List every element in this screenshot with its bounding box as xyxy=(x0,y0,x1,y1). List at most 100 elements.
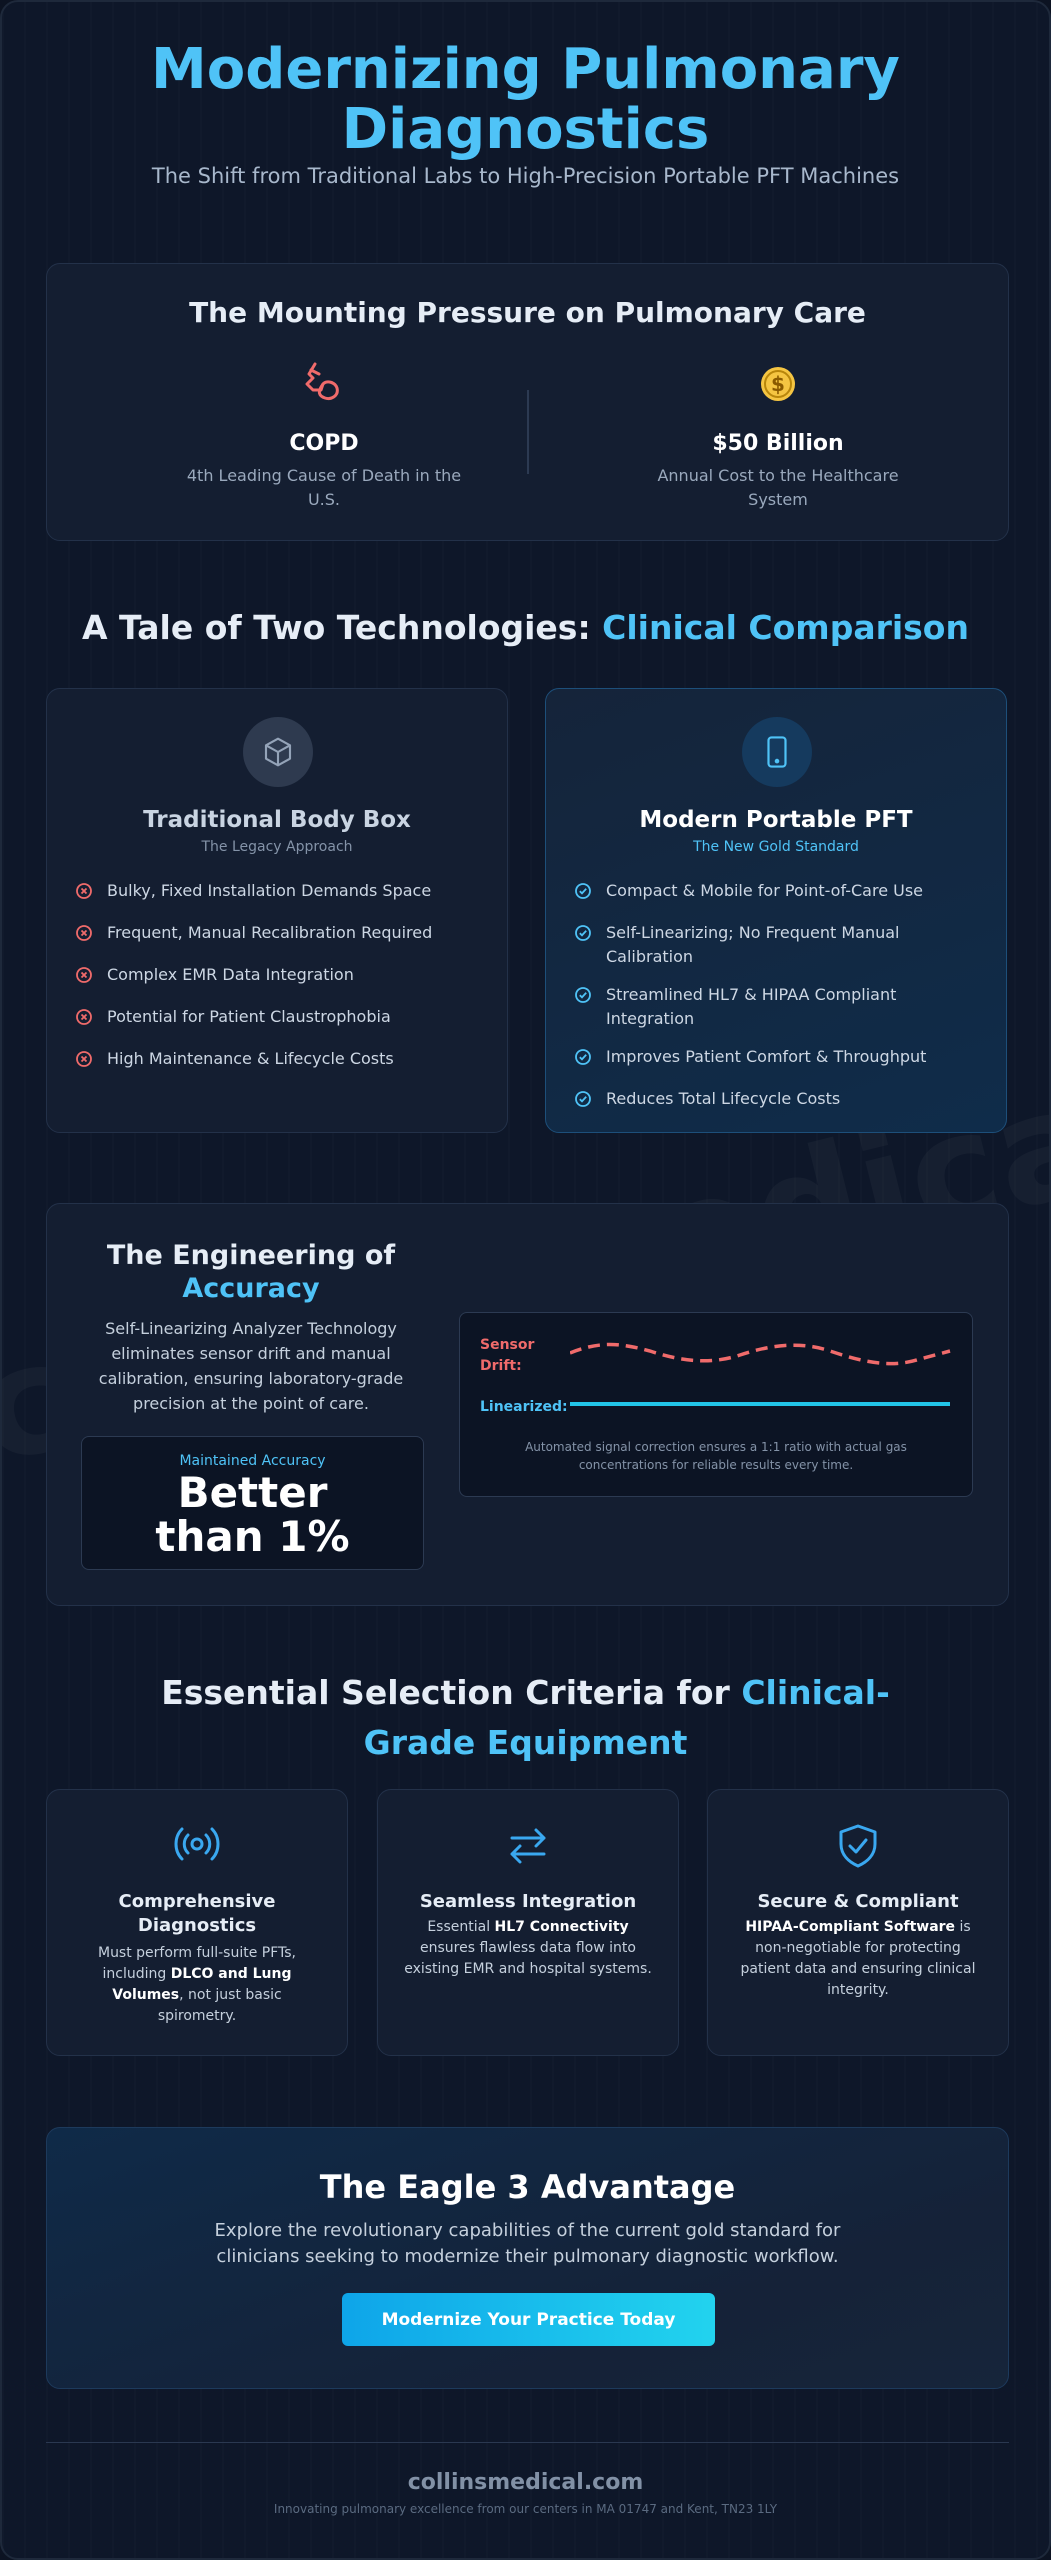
pressure-title: The Mounting Pressure on Pulmonary Care xyxy=(189,296,866,329)
x-circle-icon xyxy=(75,882,95,907)
criteria-card-title: Comprehensive Diagnostics xyxy=(118,1891,276,1936)
stat-caption: 4th Leading Cause of Death in the U.S. xyxy=(186,466,462,509)
list-item: Frequent, Manual Recalibration Required xyxy=(75,921,483,949)
accuracy-stat-box: Maintained Accuracy Better than 1% xyxy=(81,1436,424,1570)
broadcast-icon xyxy=(47,1822,347,1866)
cube-icon xyxy=(243,717,313,787)
shield-check-icon xyxy=(708,1822,1008,1870)
footer-brand[interactable]: collinsmedical.com xyxy=(407,2470,644,2495)
page-subtitle: The Shift from Traditional Labs to High-… xyxy=(151,164,900,188)
list-item: Reduces Total Lifecycle Costs xyxy=(574,1087,982,1115)
accuracy-title-accent: Accuracy xyxy=(182,1273,320,1304)
criteria-text-post: , not just basic spirometry. xyxy=(157,1987,282,2024)
criteria-card-text: Essential HL7 Connectivity ensures flawl… xyxy=(402,1917,654,1980)
signal-note: Automated signal correction ensures a 1:… xyxy=(525,1440,907,1472)
list-item: Improves Patient Comfort & Throughput xyxy=(574,1045,982,1073)
stat-copd: COPD 4th Leading Cause of Death in the U… xyxy=(174,359,474,512)
x-circle-icon xyxy=(75,1008,95,1033)
traditional-title: Traditional Body Box xyxy=(143,807,411,833)
list-item-text: Self-Linearizing; No Frequent Manual Cal… xyxy=(606,923,900,966)
modern-title: Modern Portable PFT xyxy=(639,807,913,833)
check-circle-icon xyxy=(574,1048,594,1073)
sensor-drift-label-line1: Sensor xyxy=(480,1337,535,1353)
list-item: High Maintenance & Lifecycle Costs xyxy=(75,1047,483,1075)
list-item: Compact & Mobile for Point-of-Care Use xyxy=(574,879,982,907)
modernize-practice-button[interactable]: Modernize Your Practice Today xyxy=(342,2293,715,2346)
pressure-card: The Mounting Pressure on Pulmonary Care … xyxy=(46,263,1009,541)
sensor-drift-line xyxy=(570,1342,951,1366)
check-circle-icon xyxy=(574,924,594,949)
list-item-text: Streamlined HL7 & HIPAA Compliant Integr… xyxy=(606,985,897,1028)
list-item: Potential for Patient Claustrophobia xyxy=(75,1005,483,1033)
criteria-title: Essential Selection Criteria for Clinica… xyxy=(2,1668,1049,1768)
x-circle-icon xyxy=(75,924,95,949)
signal-comparison-panel: Sensor Drift: Linearized: Automated sign… xyxy=(459,1312,973,1497)
cta-card: The Eagle 3 Advantage Explore the revolu… xyxy=(46,2127,1009,2389)
list-item-text: Bulky, Fixed Installation Demands Space xyxy=(107,881,432,900)
footer-divider xyxy=(46,2442,1009,2443)
check-circle-icon xyxy=(574,882,594,907)
stat-divider xyxy=(527,390,529,474)
accuracy-stat-value-text: Better than 1% xyxy=(155,1468,350,1561)
check-circle-icon xyxy=(574,986,594,1011)
list-item-text: Reduces Total Lifecycle Costs xyxy=(606,1089,841,1108)
sensor-drift-label: Sensor Drift: xyxy=(480,1335,534,1377)
page-title-text: Modernizing Pulmonary Diagnostics xyxy=(151,37,900,162)
criteria-card-text: Must perform full-suite PFTs, including … xyxy=(71,1943,323,2027)
accuracy-stat-value: Better than 1% xyxy=(82,1471,423,1559)
stat-value: $50 Billion xyxy=(712,431,844,456)
criteria-text-bold: DLCO and Lung Volumes xyxy=(112,1966,292,2003)
criteria-text-post: is non-negotiable for protecting patient… xyxy=(740,1919,976,1998)
stat-cost: $ $50 Billion Annual Cost to the Healthc… xyxy=(628,359,928,512)
list-item-text: Complex EMR Data Integration xyxy=(107,965,354,984)
modern-card: Modern Portable PFT The New Gold Standar… xyxy=(545,688,1007,1133)
accuracy-title: The Engineering of Accuracy xyxy=(81,1239,421,1305)
criteria-text-post: ensures flawless data flow into existing… xyxy=(404,1940,652,1977)
footer-note: Innovating pulmonary excellence from our… xyxy=(273,2502,778,2516)
stat-caption: Annual Cost to the Healthcare System xyxy=(657,466,899,509)
criteria-text-bold: HIPAA-Compliant Software xyxy=(745,1919,956,1935)
dollar-coin-icon: $ xyxy=(628,359,928,409)
criteria-card-diagnostics: Comprehensive Diagnostics Must perform f… xyxy=(46,1789,348,2056)
accuracy-stat-label: Maintained Accuracy xyxy=(179,1453,326,1469)
cta-title: The Eagle 3 Advantage xyxy=(319,2168,736,2206)
traditional-tag: The Legacy Approach xyxy=(201,839,353,855)
criteria-title-main: Essential Selection Criteria for xyxy=(161,1673,742,1712)
comparison-title: A Tale of Two Technologies: Clinical Com… xyxy=(2,603,1049,653)
arrows-exchange-icon xyxy=(378,1822,678,1870)
traditional-list: Bulky, Fixed Installation Demands Space … xyxy=(75,879,483,1089)
accuracy-card: The Engineering of Accuracy Self-Lineari… xyxy=(46,1203,1009,1606)
signal-chart xyxy=(570,1342,951,1406)
list-item: Bulky, Fixed Installation Demands Space xyxy=(75,879,483,907)
lungs-icon xyxy=(174,359,474,409)
page-title: Modernizing Pulmonary Diagnostics xyxy=(2,40,1049,160)
list-item-text: Frequent, Manual Recalibration Required xyxy=(107,923,433,942)
traditional-card: Traditional Body Box The Legacy Approach… xyxy=(46,688,508,1133)
sensor-drift-label-line2: Drift: xyxy=(480,1358,522,1374)
criteria-title-accent: Clinical-Grade Equipment xyxy=(363,1673,890,1762)
modern-list: Compact & Mobile for Point-of-Care Use S… xyxy=(574,879,982,1129)
x-circle-icon xyxy=(75,966,95,991)
check-circle-icon xyxy=(574,1090,594,1115)
criteria-text-bold: HL7 Connectivity xyxy=(494,1919,629,1935)
comparison-title-main: A Tale of Two Technologies: xyxy=(82,608,603,647)
svg-text:$: $ xyxy=(771,372,785,396)
criteria-text-pre: Must perform full-suite PFTs, including xyxy=(97,1945,296,1982)
modern-tag: The New Gold Standard xyxy=(693,839,859,855)
cta-text: Explore the revolutionary capabilities o… xyxy=(214,2220,841,2267)
accuracy-description: Self-Linearizing Analyzer Technology eli… xyxy=(98,1319,404,1413)
list-item-text: Potential for Patient Claustrophobia xyxy=(107,1007,391,1026)
comparison-title-accent: Clinical Comparison xyxy=(602,608,969,647)
list-item-text: Compact & Mobile for Point-of-Care Use xyxy=(606,881,924,900)
accuracy-title-main: The Engineering of xyxy=(106,1240,396,1271)
list-item-text: Improves Patient Comfort & Throughput xyxy=(606,1047,927,1066)
tablet-icon xyxy=(742,717,812,787)
criteria-card-integration: Seamless Integration Essential HL7 Conne… xyxy=(377,1789,679,2056)
criteria-card-title: Secure & Compliant xyxy=(757,1891,959,1912)
list-item: Complex EMR Data Integration xyxy=(75,963,483,991)
criteria-card-compliance: Secure & Compliant HIPAA-Compliant Softw… xyxy=(707,1789,1009,2056)
linearized-label: Linearized: xyxy=(480,1399,568,1415)
criteria-card-title: Seamless Integration xyxy=(419,1891,637,1912)
list-item: Self-Linearizing; No Frequent Manual Cal… xyxy=(574,921,982,969)
